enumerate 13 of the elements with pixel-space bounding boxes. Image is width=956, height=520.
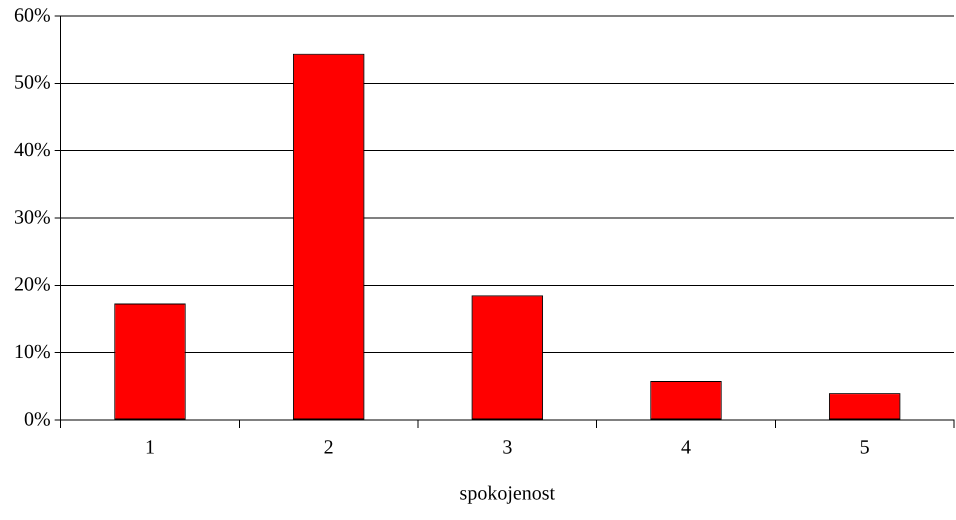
x-tick-label: 1	[144, 436, 155, 458]
y-tick-label: 60%	[14, 4, 51, 26]
x-tick-label: 4	[681, 436, 691, 458]
x-tick-label: 2	[324, 436, 334, 458]
y-tick-label: 10%	[14, 340, 51, 363]
x-tick-label: 3	[502, 436, 512, 458]
x-tick-label: 5	[860, 436, 870, 458]
y-tick-label: 0%	[24, 408, 51, 430]
x-axis-title: spokojenost	[460, 482, 556, 504]
y-tick-label: 30%	[14, 206, 51, 228]
y-tick-label: 20%	[14, 274, 51, 296]
y-tick-label: 40%	[14, 138, 51, 161]
y-tick-label: 50%	[14, 72, 51, 94]
